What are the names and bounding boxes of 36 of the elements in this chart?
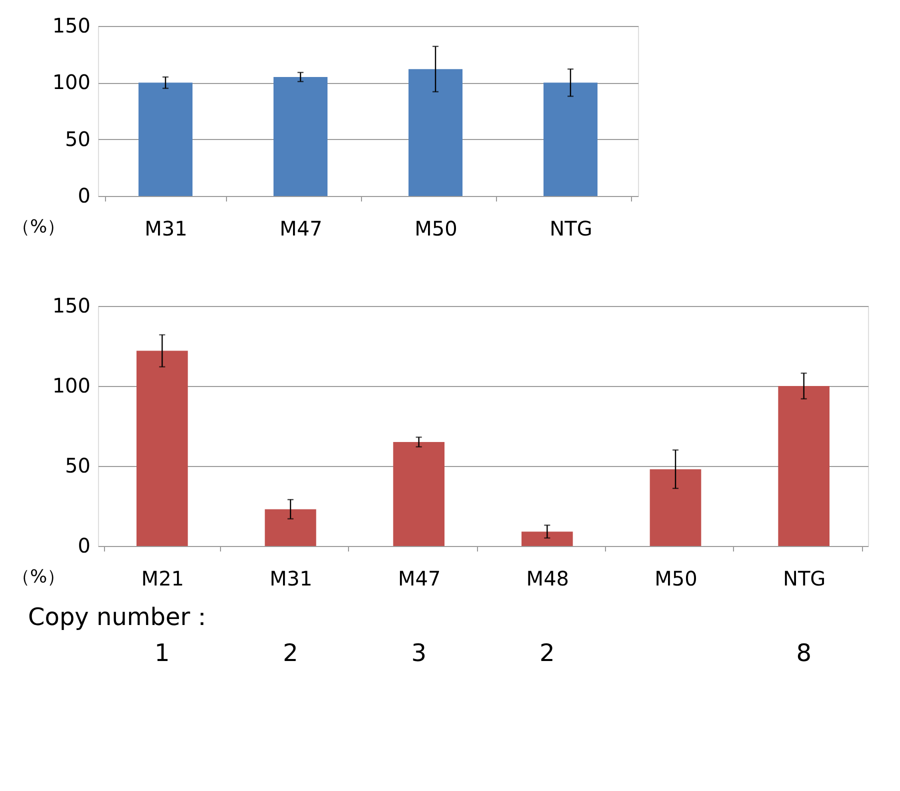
x-tick-label: M31 [270, 566, 312, 590]
y-tick-label: 150 [52, 14, 90, 38]
bar [544, 82, 598, 196]
x-tick-label: M48 [526, 566, 570, 590]
text: 2 [540, 639, 555, 667]
bar [264, 509, 316, 546]
y-tick-label: 0 [78, 534, 90, 558]
bar [650, 469, 702, 546]
bar [393, 442, 444, 546]
x-tick-label: M47 [398, 566, 441, 590]
x-tick-label: NTG [550, 216, 592, 240]
bar [522, 532, 573, 546]
y-axis-title: （%） [12, 216, 66, 238]
text: Copy number： [28, 603, 214, 631]
y-tick-label: 50 [65, 454, 90, 478]
y-tick-label: 50 [65, 126, 90, 151]
x-tick-label: NTG [782, 566, 826, 590]
x-tick-label: M50 [654, 566, 698, 590]
y-tick-label: 150 [52, 294, 90, 318]
x-tick-label: M21 [141, 566, 184, 590]
y-axis-title: （%） [12, 566, 66, 588]
text: 2 [282, 639, 298, 667]
bar [274, 77, 328, 196]
bar [408, 69, 462, 196]
x-tick-label: M47 [280, 216, 322, 240]
text: 8 [796, 639, 812, 667]
bar [136, 350, 188, 546]
y-tick-label: 0 [78, 184, 90, 208]
y-tick-label: 100 [52, 374, 90, 398]
x-tick-label: M31 [144, 216, 188, 240]
bar [778, 386, 830, 546]
bar [138, 82, 192, 196]
x-tick-label: M50 [414, 216, 458, 240]
y-tick-label: 100 [52, 70, 90, 94]
text: 3 [411, 639, 426, 667]
text: 1 [154, 639, 170, 667]
